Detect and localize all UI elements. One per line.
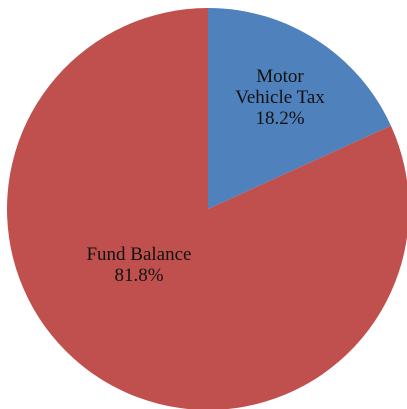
slice-name-label-0-1: Vehicle Tax — [235, 87, 325, 108]
slice-percent-label-0: 18.2% — [255, 108, 304, 129]
slice-name-label-0-0: Motor — [256, 66, 304, 87]
slice-percent-label-1: 81.8% — [114, 265, 163, 286]
pie-slice-0 — [208, 8, 391, 209]
pie-slice-1 — [7, 8, 407, 409]
slice-name-label-1-0: Fund Balance — [86, 244, 191, 265]
